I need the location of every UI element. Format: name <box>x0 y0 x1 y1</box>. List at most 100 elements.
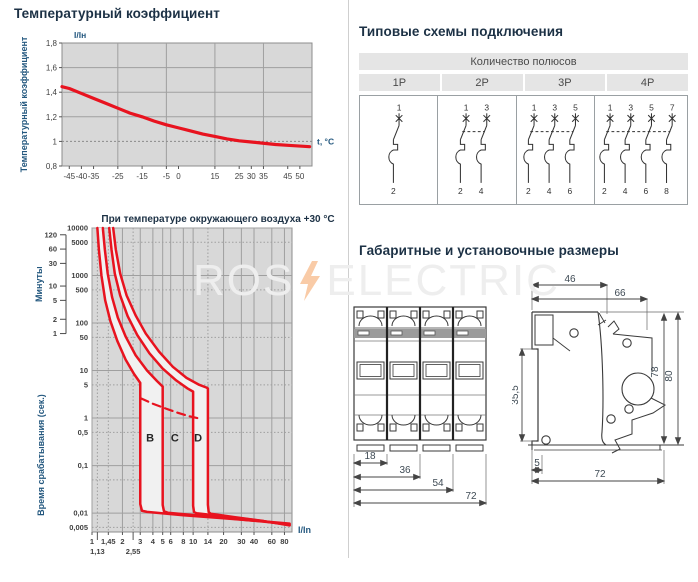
svg-text:t, °C: t, °C <box>317 136 334 146</box>
svg-text:2: 2 <box>602 186 607 196</box>
svg-text:I/Iн: I/Iн <box>74 30 86 40</box>
svg-text:-45: -45 <box>64 172 76 181</box>
column-header-2p: 2P <box>441 74 523 91</box>
svg-text:0,005: 0,005 <box>69 523 88 532</box>
svg-text:1,2: 1,2 <box>46 113 58 122</box>
svg-text:10: 10 <box>189 537 197 546</box>
svg-text:5: 5 <box>53 296 57 305</box>
svg-text:1: 1 <box>53 329 57 338</box>
svg-text:2,55: 2,55 <box>126 547 141 556</box>
svg-text:35: 35 <box>259 172 268 181</box>
trip-curve-C-D-left <box>107 226 291 527</box>
svg-text:25: 25 <box>235 172 244 181</box>
svg-text:3: 3 <box>485 102 490 112</box>
svg-text:-25: -25 <box>112 172 124 181</box>
svg-text:14: 14 <box>204 537 213 546</box>
trip-curve-B-right <box>101 226 291 526</box>
dimension-label: 18 <box>364 451 376 462</box>
svg-text:2: 2 <box>391 186 396 196</box>
pole-schematic: 1 2 3 4 5 6 <box>523 102 580 196</box>
pole-schematic: 1 2 3 4 5 6 7 8 <box>599 102 676 196</box>
temperature-coefficient-chart: 0,8 1 1,2 1,4 1,6 1,8 -45 -40 -35 -25 -15 -5 0 15 25 30… <box>19 30 334 181</box>
scheme-diagram-4p: 1 2 3 4 5 6 7 8 <box>595 96 687 204</box>
svg-text:2: 2 <box>459 186 464 196</box>
dimension-label: 36 <box>399 465 411 476</box>
column-header-1p: 1P <box>359 74 440 91</box>
trip-curve-thermal-dashed <box>139 397 199 420</box>
column-divider <box>348 0 349 558</box>
svg-text:4: 4 <box>479 186 484 196</box>
svg-text:8: 8 <box>181 537 185 546</box>
svg-text:6: 6 <box>568 186 573 196</box>
temperature-section-heading: Температурный коэффициент <box>14 6 220 21</box>
svg-text:5000: 5000 <box>71 238 88 247</box>
svg-text:8: 8 <box>664 186 669 196</box>
temperature-coefficient-curve <box>60 85 312 149</box>
svg-text:C: C <box>171 433 179 445</box>
svg-text:7: 7 <box>670 102 675 112</box>
dimension-label: 72 <box>594 469 606 480</box>
svg-text:2: 2 <box>526 186 531 196</box>
poles-table-body: 1 2 1 2 3 4 1 2 3 4 5 6 1 2 3 4 5 6 7 8 <box>359 95 688 205</box>
svg-text:3: 3 <box>553 102 558 112</box>
svg-text:30: 30 <box>237 537 245 546</box>
svg-text:0,1: 0,1 <box>78 461 88 470</box>
trip-curve-D-right <box>111 226 291 527</box>
svg-text:1: 1 <box>84 414 88 423</box>
svg-text:60: 60 <box>268 537 276 546</box>
svg-text:500: 500 <box>75 285 88 294</box>
svg-text:40: 40 <box>250 537 258 546</box>
svg-text:-40: -40 <box>76 172 88 181</box>
svg-text:1000: 1000 <box>71 271 88 280</box>
svg-text:1,8: 1,8 <box>46 39 58 48</box>
svg-text:0: 0 <box>176 172 181 181</box>
svg-text:5: 5 <box>649 102 654 112</box>
svg-text:Температурный коэффициент: Температурный коэффициент <box>19 36 29 172</box>
svg-text:10: 10 <box>80 366 88 375</box>
svg-text:1: 1 <box>532 102 537 112</box>
svg-text:4: 4 <box>151 537 156 546</box>
svg-text:45: 45 <box>283 172 292 181</box>
svg-text:4: 4 <box>623 186 628 196</box>
poles-table-group-header: Количество полюсов <box>359 53 688 70</box>
svg-text:5: 5 <box>161 537 165 546</box>
svg-text:1,4: 1,4 <box>46 88 58 97</box>
svg-text:1,6: 1,6 <box>46 64 58 73</box>
svg-text:0,8: 0,8 <box>46 162 58 171</box>
svg-text:30: 30 <box>49 259 57 268</box>
dimension-label: 72 <box>465 491 477 502</box>
column-header-3p: 3P <box>524 74 606 91</box>
svg-text:D: D <box>194 433 202 445</box>
svg-text:I/In: I/In <box>298 525 311 535</box>
scheme-diagram-3p: 1 2 3 4 5 6 <box>517 96 595 204</box>
svg-text:-5: -5 <box>163 172 171 181</box>
svg-text:60: 60 <box>49 245 57 254</box>
dimensions-section-heading: Габаритные и установочные размеры <box>359 243 619 258</box>
svg-text:-35: -35 <box>88 172 100 181</box>
svg-text:5: 5 <box>573 102 578 112</box>
svg-text:1: 1 <box>464 102 469 112</box>
dimension-label: 80 <box>664 370 675 382</box>
svg-text:1,13: 1,13 <box>90 547 105 556</box>
svg-text:10000: 10000 <box>67 224 88 233</box>
svg-text:4: 4 <box>547 186 552 196</box>
dimension-label: 5 <box>534 458 540 469</box>
dimension-label: 54 <box>432 478 444 489</box>
svg-text:20: 20 <box>219 537 227 546</box>
svg-text:6: 6 <box>169 537 173 546</box>
svg-text:2: 2 <box>53 315 57 324</box>
svg-text:1: 1 <box>396 102 401 112</box>
svg-text:При температуре окружающего во: При температуре окружающего воздуха +30 … <box>101 214 334 225</box>
svg-text:-15: -15 <box>136 172 148 181</box>
svg-text:100: 100 <box>75 319 88 328</box>
svg-text:1: 1 <box>90 537 94 546</box>
svg-text:0,5: 0,5 <box>78 428 88 437</box>
svg-text:1: 1 <box>53 137 58 146</box>
dimension-label: 35,5 <box>512 385 521 405</box>
svg-text:Минуты: Минуты <box>34 266 44 302</box>
dimension-label: 78 <box>650 366 661 378</box>
pole-schematic: 1 2 3 4 <box>455 102 491 196</box>
svg-text:15: 15 <box>210 172 219 181</box>
svg-text:2: 2 <box>120 537 124 546</box>
